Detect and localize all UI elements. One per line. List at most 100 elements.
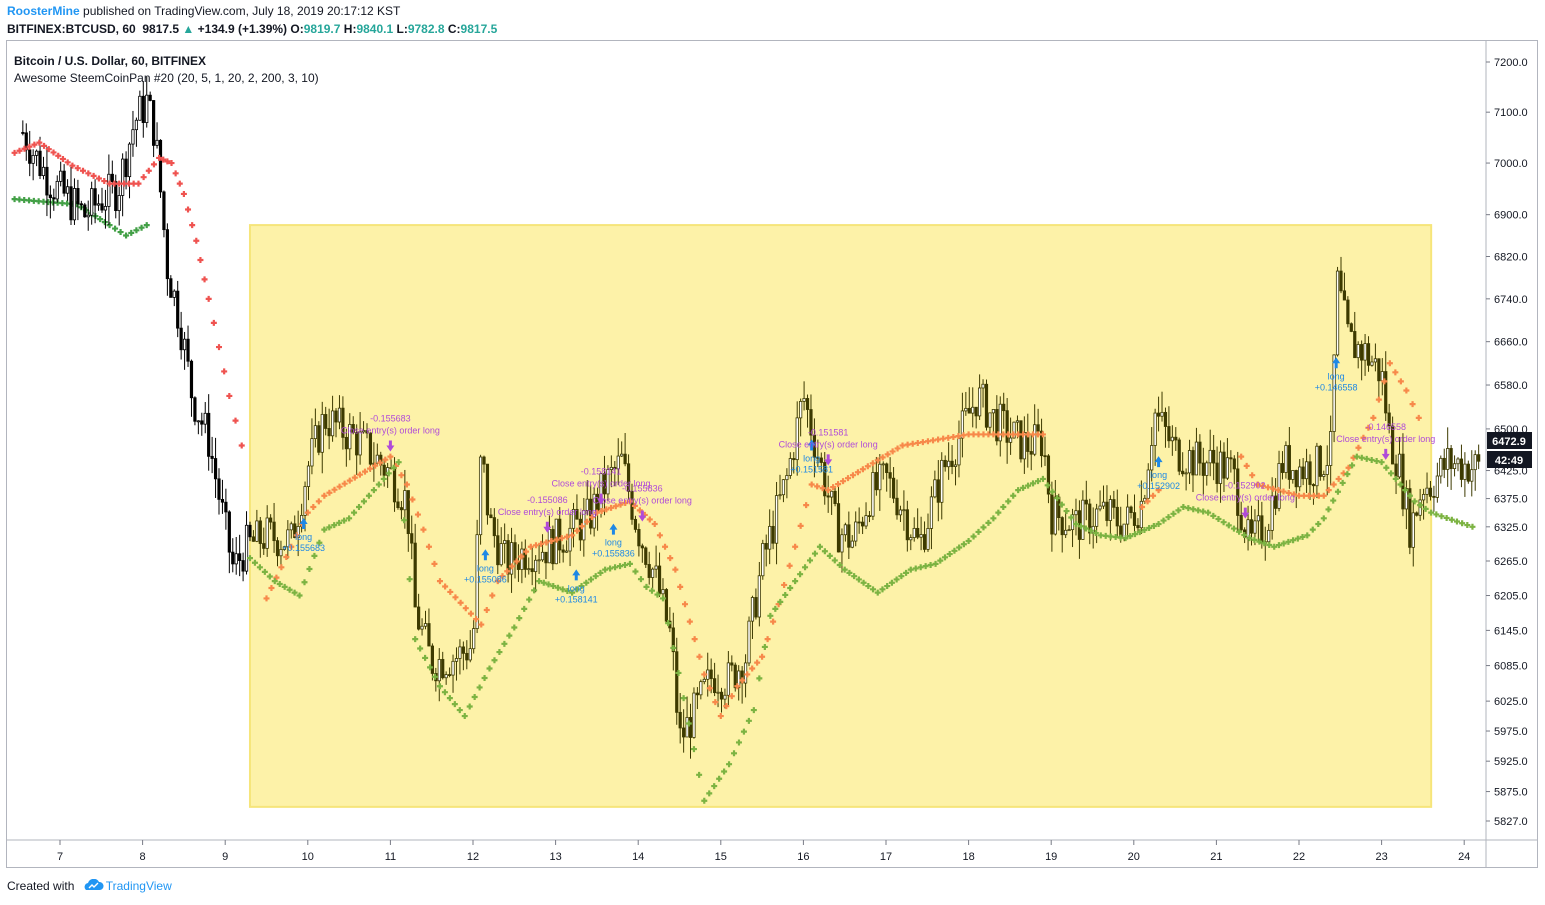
sar-dot-green	[767, 612, 774, 619]
candle-body	[857, 521, 861, 524]
sar-dot-green	[1443, 514, 1450, 521]
sar-dot-green	[266, 573, 273, 580]
highlight-rectangle[interactable]	[248, 224, 1433, 808]
sar-dot-green	[1241, 531, 1248, 538]
candle-body	[348, 424, 352, 450]
candle-body	[1232, 458, 1236, 470]
sar-dot-green	[395, 459, 402, 466]
sar-dot-green	[276, 580, 283, 587]
sar-dot-green	[1054, 495, 1061, 502]
sar-dot-orange	[677, 583, 684, 590]
candle-body	[1332, 354, 1336, 432]
sar-dot-orange	[1144, 498, 1151, 505]
candle-body	[358, 431, 362, 456]
sar-dot-orange	[351, 474, 358, 481]
candle-body	[417, 606, 421, 630]
y-tick-label: 5875.0	[1494, 787, 1528, 799]
sar-layer	[11, 139, 1476, 804]
candle-body	[72, 188, 77, 221]
candle-body	[692, 692, 696, 738]
candle-body	[527, 568, 531, 571]
sar-dot-red	[41, 142, 48, 149]
sar-dot-green	[792, 578, 799, 585]
sar-dot-orange	[569, 532, 576, 539]
candle-body	[947, 460, 951, 468]
candle-body	[695, 692, 699, 696]
sar-dot-green	[511, 624, 518, 631]
candle-body	[1411, 512, 1415, 548]
candle-body	[351, 424, 355, 433]
time-axis[interactable]: 7 8 9 10 11 12 13 14 15 16 17 18 19 20 21 22 23 24	[57, 840, 1470, 863]
y-tick-label: 6425.0	[1494, 466, 1528, 478]
candle-body	[79, 203, 83, 206]
sar-dot-orange	[336, 483, 343, 490]
sar-dot-orange	[372, 462, 379, 469]
sar-dot-green	[1185, 505, 1192, 512]
candle-body	[41, 166, 46, 177]
candle-body	[131, 129, 135, 145]
candle-body	[107, 173, 111, 207]
sar-dot-green	[874, 589, 881, 596]
candle-body	[1095, 508, 1099, 527]
candle-body	[657, 565, 662, 595]
sar-dot-green	[466, 703, 473, 710]
candle-body	[324, 414, 328, 429]
candle-body	[485, 463, 490, 516]
sar-dot-green	[1285, 538, 1292, 545]
candle-body	[420, 625, 424, 630]
candle-body	[651, 568, 655, 578]
long-entry-label: long	[803, 454, 820, 464]
candle-body	[1473, 454, 1477, 471]
candle-body	[754, 597, 758, 618]
candle-body	[28, 149, 32, 164]
candle-body	[885, 463, 889, 474]
sar-dot-red	[140, 174, 147, 181]
long-entry-value: +0.158141	[555, 594, 598, 604]
long-entry-value: +0.146558	[1315, 382, 1358, 392]
sar-dot-green	[1180, 504, 1187, 511]
sar-dot-orange	[701, 671, 708, 678]
candle-body	[138, 95, 142, 121]
sar-dot-green	[1034, 478, 1041, 485]
candle-body	[482, 456, 486, 465]
candle-body	[1015, 420, 1020, 423]
candle-body	[1064, 529, 1068, 536]
candle-body	[895, 497, 899, 516]
close-exit-arrow-icon	[597, 493, 606, 505]
tradingview-brand-link[interactable]: TradingView	[105, 879, 172, 893]
long-entry-arrow-icon	[807, 439, 816, 451]
sar-dot-orange	[420, 526, 427, 533]
sar-dot-orange	[854, 469, 861, 476]
close-exit-label: Close entry(s) order long	[341, 426, 440, 436]
candle-body	[472, 628, 476, 650]
candle-body	[306, 465, 311, 487]
sar-dot-green	[432, 673, 439, 680]
candle-body	[1428, 487, 1433, 497]
candle-body	[637, 529, 641, 547]
sar-dot-green	[750, 707, 757, 714]
candle-body	[403, 490, 407, 511]
sar-dot-green	[143, 222, 150, 229]
sar-dot-green	[965, 538, 972, 545]
candle-body	[451, 660, 455, 676]
sar-dot-orange	[310, 504, 317, 511]
high-value: 9840.1	[356, 22, 394, 36]
candle-body	[943, 459, 947, 468]
tradingview-cloud-icon	[82, 879, 104, 894]
sar-dot-green	[281, 583, 288, 590]
sar-dot-green	[1215, 516, 1222, 523]
candle-body	[1463, 463, 1467, 480]
sar-dot-green	[1256, 538, 1263, 545]
indicator-legend[interactable]: Awesome SteemCoinPan #20 (20, 5, 1, 20, …	[14, 71, 319, 85]
sar-dot-green	[1230, 525, 1237, 532]
sar-dot-green	[654, 591, 661, 598]
sar-dot-orange	[478, 621, 485, 628]
author-name[interactable]: RoosterMine	[7, 4, 80, 18]
sar-dot-orange	[682, 601, 689, 608]
sar-dot-green	[956, 544, 963, 551]
sar-dot-green	[903, 569, 910, 576]
candle-body	[640, 545, 644, 549]
sar-dot-orange	[914, 439, 921, 446]
price-axis[interactable]: 5827.0 5875.0 5925.0 5975.0 6025.0 6085.0 6145…	[1486, 57, 1528, 828]
